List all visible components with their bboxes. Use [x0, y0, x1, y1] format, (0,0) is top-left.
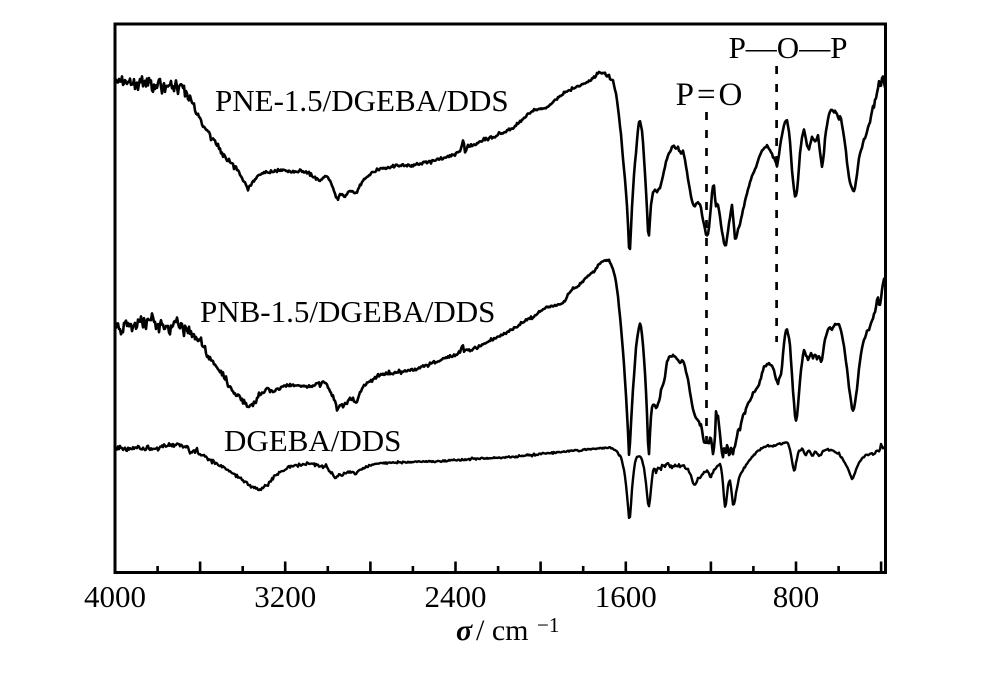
svg-text:3200: 3200 — [254, 579, 316, 614]
svg-text:800: 800 — [773, 579, 820, 614]
svg-text:P—O—P: P—O—P — [729, 30, 848, 65]
svg-text:−1: −1 — [537, 613, 559, 637]
svg-text:σ: σ — [456, 614, 473, 647]
svg-text:PNB-1.5/DGEBA/DDS: PNB-1.5/DGEBA/DDS — [200, 294, 495, 329]
svg-text:P=O: P=O — [676, 77, 746, 113]
svg-text:1600: 1600 — [595, 579, 657, 614]
svg-text:/ cm: / cm — [476, 614, 529, 647]
svg-text:2400: 2400 — [425, 579, 487, 614]
svg-text:4000: 4000 — [84, 579, 146, 614]
svg-text:PNE-1.5/DGEBA/DDS: PNE-1.5/DGEBA/DDS — [215, 83, 509, 118]
svg-text:DGEBA/DDS: DGEBA/DDS — [224, 423, 401, 458]
